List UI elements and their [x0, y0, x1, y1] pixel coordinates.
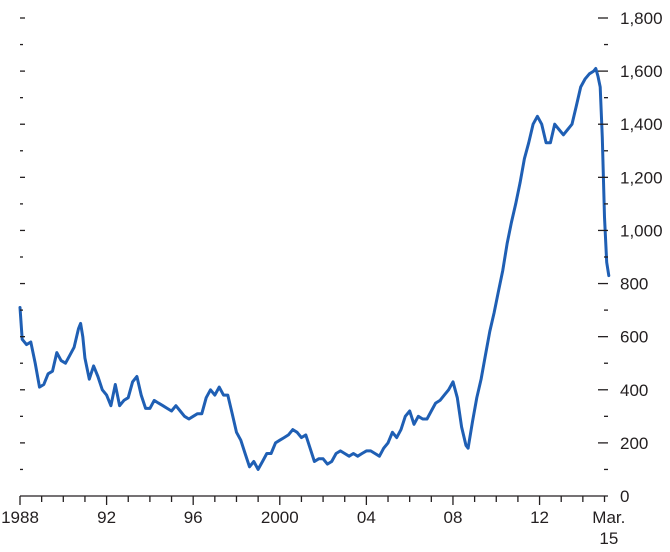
y-tick-label: 200	[620, 434, 648, 453]
x-tick-label: 04	[357, 508, 376, 527]
y-tick-label: 1,200	[620, 168, 663, 187]
x-tick-label: 15	[599, 529, 618, 548]
x-axis-ticks	[19, 496, 606, 505]
y-tick-label: 1,600	[620, 62, 663, 81]
y-axis-ticks	[598, 17, 608, 471]
y-tick-label: 800	[620, 275, 648, 294]
x-tick-label: 12	[530, 508, 549, 527]
y-axis-tick-labels: 0 200 400 600 800 1,000 1,200 1,400 1,600 1,800	[620, 9, 663, 506]
y-tick-label: 1,000	[620, 221, 663, 240]
left-minor-ticks	[20, 17, 25, 471]
x-tick-label: Mar.	[592, 508, 625, 527]
y-tick-label: 1,400	[620, 115, 663, 134]
plot-area	[18, 67, 611, 471]
y-tick-label: 400	[620, 381, 648, 400]
y-tick-label: 1,800	[620, 9, 663, 28]
x-tick-label: 96	[184, 508, 203, 527]
x-axis-tick-labels: 1988 92 96 2000 04 08 12 Mar. 15	[1, 508, 625, 548]
series-line	[18, 67, 611, 471]
y-tick-label: 0	[620, 487, 629, 506]
x-tick-label: 1988	[1, 508, 39, 527]
y-tick-label: 600	[620, 328, 648, 347]
x-tick-label: 08	[444, 508, 463, 527]
x-tick-label: 92	[97, 508, 116, 527]
x-tick-label: 2000	[261, 508, 299, 527]
